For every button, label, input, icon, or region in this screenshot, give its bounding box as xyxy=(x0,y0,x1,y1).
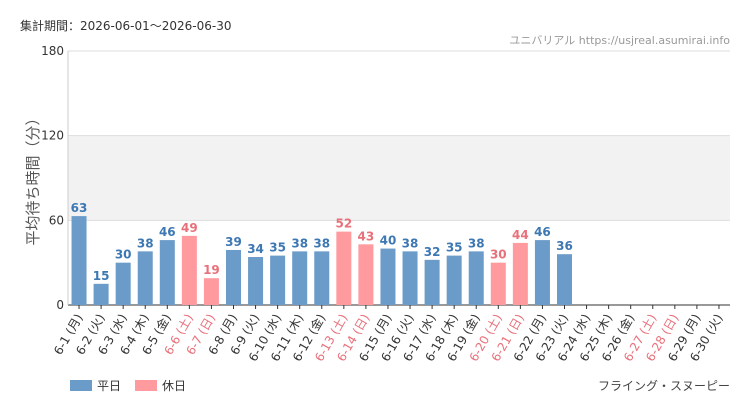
value-label: 34 xyxy=(247,242,264,256)
y-tick-label: 180 xyxy=(41,44,64,58)
value-label: 35 xyxy=(446,241,463,255)
value-label: 30 xyxy=(115,248,132,262)
bar xyxy=(336,231,352,305)
value-label: 36 xyxy=(556,239,573,253)
value-label: 39 xyxy=(225,235,242,249)
value-label: 40 xyxy=(380,234,397,248)
legend-label: 平日 xyxy=(97,379,121,393)
value-label: 15 xyxy=(93,269,110,283)
value-label: 30 xyxy=(490,248,507,262)
caption: フライング・スヌーピー xyxy=(598,379,730,393)
bar xyxy=(71,216,87,305)
value-label: 35 xyxy=(269,241,286,255)
bar xyxy=(181,235,197,305)
bar xyxy=(468,251,484,305)
y-tick-label: 0 xyxy=(56,298,64,312)
value-label: 38 xyxy=(468,236,485,250)
value-label: 49 xyxy=(181,221,198,235)
bar xyxy=(446,255,462,305)
bar xyxy=(402,251,418,305)
bar xyxy=(512,242,528,305)
value-label: 44 xyxy=(512,228,529,242)
value-label: 38 xyxy=(313,236,330,250)
y-axis-label: 平均待ち時間（分） xyxy=(24,110,42,245)
bar xyxy=(424,259,440,305)
y-tick-label: 120 xyxy=(41,129,64,143)
value-label: 52 xyxy=(335,217,352,231)
legend-swatch xyxy=(135,380,157,391)
y-tick-label: 60 xyxy=(49,213,64,227)
value-label: 38 xyxy=(402,236,419,250)
bar xyxy=(534,240,550,305)
legend-label: 休日 xyxy=(162,379,186,393)
value-label: 38 xyxy=(137,236,154,250)
source: ユニバリアル https://usjreal.asumirai.info xyxy=(509,34,730,47)
bar xyxy=(358,244,374,305)
chart-subtitle: 集計期間：2026-06-01〜2026-06-30 xyxy=(20,18,231,33)
bar xyxy=(314,251,330,305)
bar xyxy=(159,240,175,305)
bar xyxy=(203,278,219,305)
value-label: 19 xyxy=(203,263,220,277)
legend-swatch xyxy=(70,380,92,391)
value-label: 43 xyxy=(358,229,375,243)
bar xyxy=(225,249,242,305)
value-label: 46 xyxy=(534,225,551,239)
value-label: 46 xyxy=(159,225,176,239)
bar xyxy=(137,251,153,305)
bar xyxy=(248,257,264,305)
bar xyxy=(292,251,308,305)
value-label: 32 xyxy=(424,245,441,259)
bar xyxy=(115,262,131,305)
bar xyxy=(490,262,506,305)
bar xyxy=(380,248,396,305)
value-label: 38 xyxy=(291,236,308,250)
bar xyxy=(270,255,286,305)
value-label: 63 xyxy=(71,201,88,215)
bar xyxy=(556,254,573,305)
bar xyxy=(93,283,109,305)
shaded-band xyxy=(68,135,730,221)
